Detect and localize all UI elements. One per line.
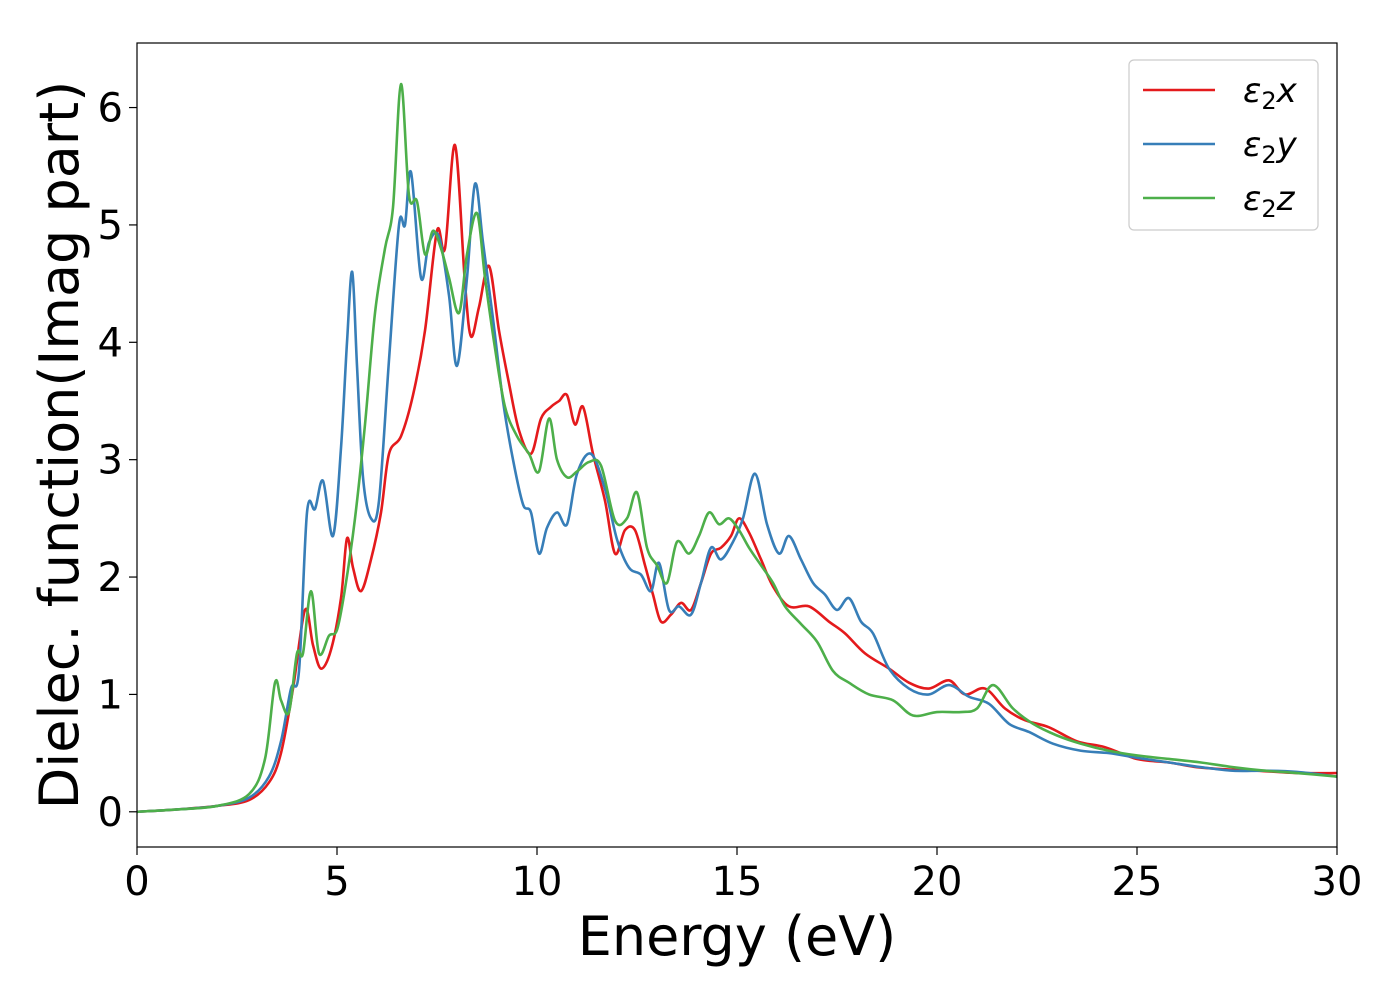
y-tick-label: 0 — [98, 790, 123, 836]
legend-label-y: ε2y — [1243, 125, 1298, 169]
legend-label-x: ε2x — [1243, 71, 1298, 115]
x-axis: 0 5 10 15 20 25 30 — [124, 847, 1362, 905]
legend-box — [1128, 59, 1319, 231]
x-axis-label: Energy (eV) — [578, 905, 897, 968]
y-axis-label: Dielec. function(Imag part) — [28, 81, 91, 810]
y-tick-label: 3 — [98, 438, 123, 484]
y-tick-label: 6 — [98, 86, 123, 132]
legend: ε2x ε2y ε2z — [1128, 59, 1319, 231]
legend-label-z: ε2z — [1243, 179, 1296, 223]
x-tick-label: 20 — [912, 859, 963, 905]
y-tick-label: 2 — [98, 555, 123, 601]
x-tick-label: 5 — [324, 859, 349, 905]
y-tick-label: 5 — [98, 203, 123, 249]
y-axis: 0 1 2 3 4 5 6 — [98, 86, 137, 836]
x-tick-label: 10 — [512, 859, 563, 905]
x-tick-label: 30 — [1312, 859, 1363, 905]
x-tick-label: 15 — [712, 859, 763, 905]
series-layer — [137, 82, 1337, 814]
x-tick-label: 25 — [1112, 859, 1163, 905]
x-tick-label: 0 — [124, 859, 149, 905]
y-tick-label: 4 — [98, 320, 123, 366]
series-line-z — [137, 82, 1337, 814]
y-tick-label: 1 — [98, 672, 123, 718]
series-line-y — [137, 170, 1337, 814]
